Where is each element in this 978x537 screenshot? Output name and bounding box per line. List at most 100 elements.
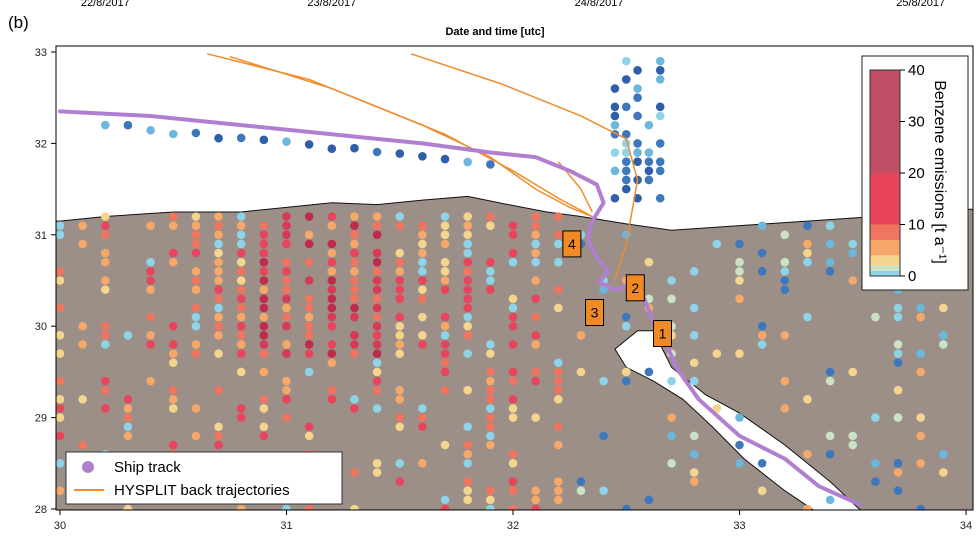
emission-point	[554, 495, 563, 505]
emission-point	[56, 303, 65, 313]
emission-point	[463, 495, 473, 505]
emission-point	[214, 440, 223, 450]
emission-point	[259, 349, 269, 358]
emission-point	[689, 358, 699, 368]
top-axis-title: Date and time [utc]	[445, 26, 544, 38]
emission-point	[803, 504, 812, 510]
emission-point	[757, 321, 767, 331]
emission-point	[554, 385, 563, 395]
emission-point	[418, 312, 427, 322]
emission-point	[916, 431, 925, 441]
emission-point	[554, 239, 563, 249]
emission-point	[644, 495, 654, 505]
emission-point	[78, 440, 87, 450]
emission-point	[168, 385, 178, 395]
emission-point	[101, 340, 110, 349]
colorbar-level	[870, 265, 900, 271]
emission-point	[554, 358, 563, 368]
emission-point	[395, 267, 405, 276]
emission-point	[712, 404, 722, 413]
emission-point	[610, 166, 620, 176]
emission-point	[56, 404, 65, 413]
emission-point	[463, 285, 473, 294]
emission-point	[282, 276, 291, 285]
emission-point	[871, 477, 880, 486]
emission-point	[395, 331, 405, 340]
emission-point	[350, 303, 359, 313]
emission-point	[372, 248, 382, 258]
emission-point	[101, 212, 110, 221]
emission-point	[463, 349, 473, 358]
top-tick-label: 23/8/2017	[307, 0, 356, 9]
emission-point	[304, 331, 314, 340]
emission-point	[168, 349, 178, 358]
emission-point	[633, 111, 642, 121]
emission-point	[655, 65, 665, 75]
emission-point	[780, 404, 790, 413]
emission-point	[395, 413, 405, 422]
emission-point	[282, 221, 291, 230]
emission-point	[395, 395, 405, 404]
emission-point	[463, 321, 473, 331]
emission-point	[440, 340, 450, 349]
emission-point	[531, 504, 540, 510]
colorbar: 0 10 20 30 40 Benzene emissions [t a⁻¹]	[861, 55, 969, 291]
colorbar-level	[870, 70, 900, 173]
emission-point	[282, 267, 291, 276]
emission-point	[508, 248, 518, 258]
emission-point	[735, 440, 744, 450]
emission-point	[463, 459, 473, 468]
emission-point	[418, 340, 427, 349]
emission-point	[350, 257, 359, 267]
emission-point	[259, 239, 269, 249]
x-tick-label: 31	[280, 520, 292, 532]
emission-point	[101, 285, 110, 294]
emission-point	[803, 449, 812, 459]
emission-point	[621, 102, 631, 112]
emission-point	[191, 276, 201, 285]
emission-point	[655, 157, 665, 166]
emission-point	[893, 340, 903, 349]
emission-point	[214, 349, 223, 358]
emission-point	[214, 321, 223, 331]
emission-point	[395, 349, 405, 358]
emission-point	[372, 147, 382, 157]
emission-point	[350, 395, 359, 404]
emission-point	[191, 212, 201, 221]
emission-point	[259, 312, 269, 322]
emission-point	[372, 294, 382, 304]
emission-point	[395, 459, 405, 468]
emission-point	[101, 276, 110, 285]
emission-point	[236, 257, 246, 267]
emission-point	[395, 212, 405, 221]
emission-point	[486, 486, 495, 496]
emission-point	[214, 422, 223, 432]
emission-point	[123, 504, 133, 510]
emission-point	[531, 331, 540, 340]
emission-point	[236, 340, 246, 349]
emission-point	[939, 340, 948, 349]
emission-point	[508, 312, 518, 322]
emission-point	[576, 367, 586, 377]
emission-point	[214, 303, 223, 313]
emission-point	[554, 440, 563, 450]
emission-point	[508, 486, 518, 496]
emission-point	[893, 486, 903, 496]
emission-point	[780, 267, 790, 276]
emission-point	[168, 257, 178, 267]
colorbar-title: Benzene emissions [t a⁻¹]	[931, 80, 948, 264]
emission-point	[146, 221, 155, 230]
emission-point	[825, 376, 835, 386]
emission-point	[395, 321, 405, 331]
emission-point	[689, 331, 699, 340]
legend-box	[65, 451, 343, 505]
emission-point	[486, 404, 495, 413]
emission-point	[418, 257, 427, 267]
emission-point	[214, 248, 223, 258]
emission-point	[486, 376, 495, 386]
emission-point	[486, 267, 495, 276]
colorbar-tick-label: 30	[908, 114, 925, 131]
emission-point	[214, 267, 223, 276]
emission-point	[304, 312, 314, 322]
emission-point	[236, 285, 246, 294]
